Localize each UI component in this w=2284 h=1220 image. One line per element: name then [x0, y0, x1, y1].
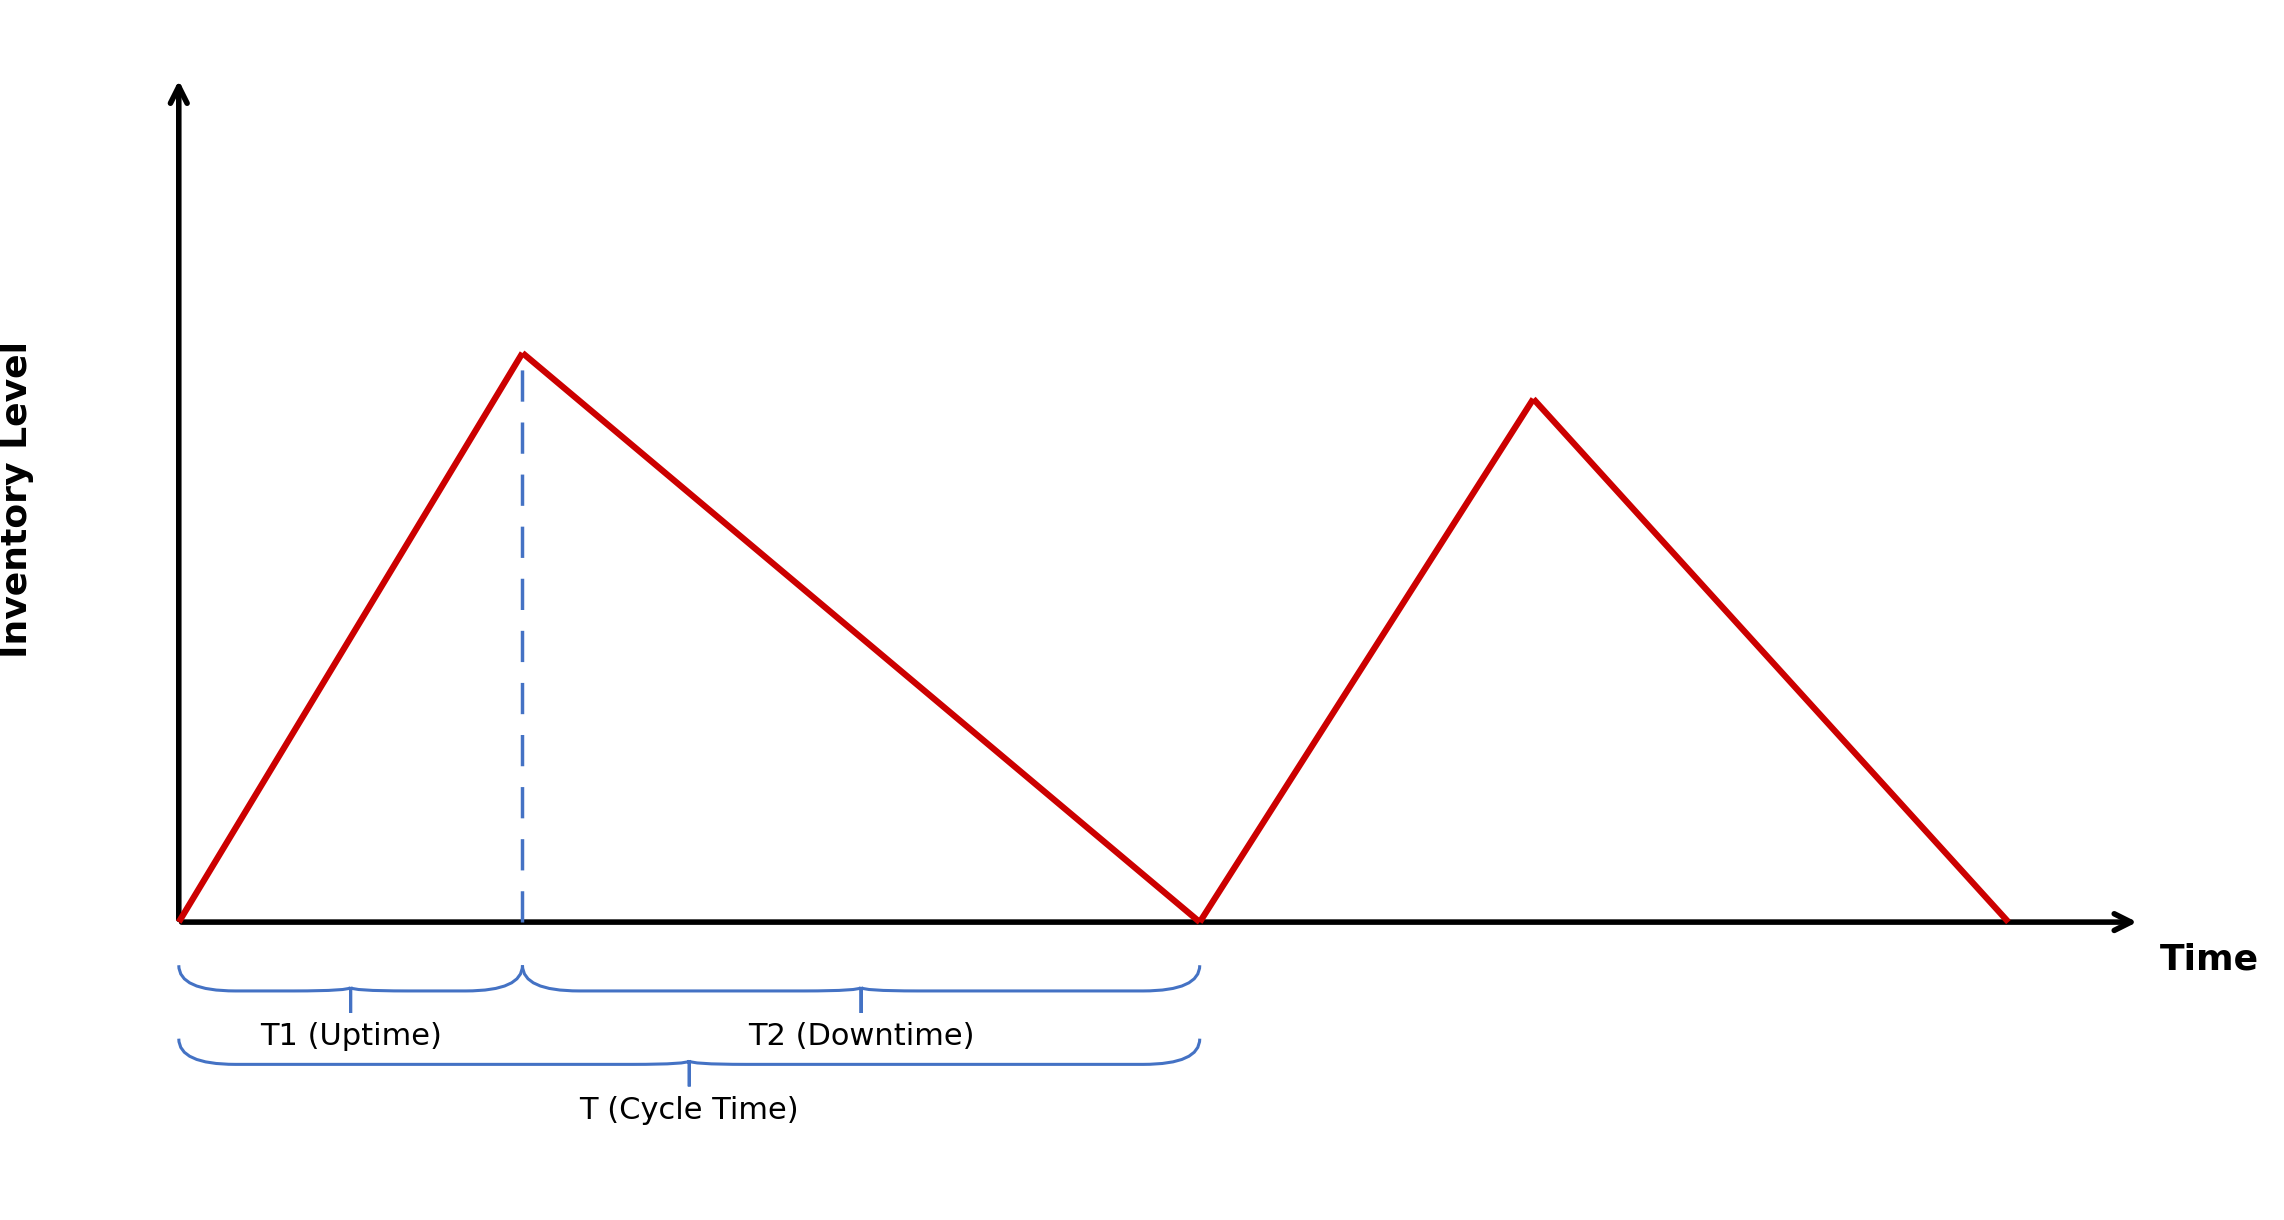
Text: Time: Time: [2161, 942, 2259, 976]
Text: T (Cycle Time): T (Cycle Time): [580, 1096, 799, 1125]
Text: T1 (Uptime): T1 (Uptime): [260, 1022, 441, 1052]
Text: Inventory Level: Inventory Level: [0, 342, 34, 659]
Text: T2 (Downtime): T2 (Downtime): [747, 1022, 975, 1052]
